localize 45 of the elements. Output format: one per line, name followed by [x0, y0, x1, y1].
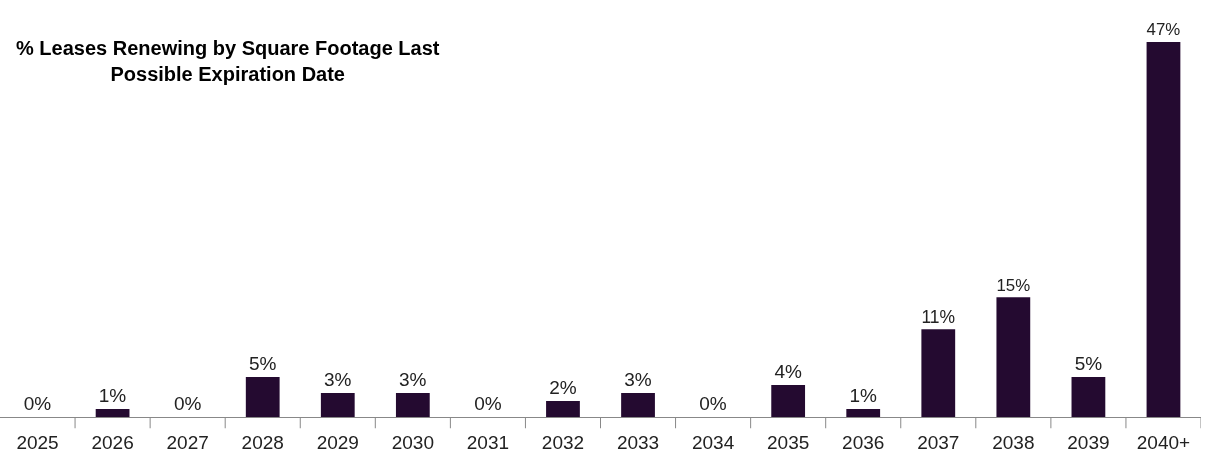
data-label: 0% — [699, 393, 727, 414]
x-tick-label: 2036 — [842, 431, 885, 453]
data-label: 4% — [774, 361, 802, 383]
bar — [921, 329, 956, 417]
chart-title: % Leases Renewing by Square Footage Last Possible Expiration Date — [16, 37, 440, 85]
x-tick-label: 2038 — [992, 431, 1035, 453]
bar — [621, 393, 655, 417]
x-tick-label: 2035 — [767, 431, 810, 453]
bar — [320, 393, 355, 417]
x-tick-label: 2031 — [466, 431, 510, 453]
x-tick-label: 2026 — [91, 431, 134, 453]
bar — [771, 385, 806, 417]
data-label: 3% — [624, 369, 652, 391]
bar — [95, 409, 130, 417]
bar — [395, 393, 430, 417]
x-tick-label: 2040+ — [1136, 431, 1191, 453]
bar — [245, 377, 280, 417]
data-label: 5% — [248, 353, 277, 375]
data-label: 5% — [1074, 353, 1103, 375]
data-label: 2% — [549, 377, 577, 399]
x-tick-label: 2030 — [391, 431, 434, 453]
data-label: 0% — [173, 393, 202, 414]
data-label: 0% — [23, 393, 52, 414]
x-tick-label: 2029 — [316, 431, 359, 453]
bar — [1071, 377, 1106, 417]
x-tick-label: 2025 — [16, 431, 59, 453]
data-label: 3% — [324, 369, 352, 391]
bar — [546, 401, 580, 417]
bar — [1146, 42, 1181, 417]
data-label: 11% — [921, 306, 956, 327]
x-tick-label: 2034 — [691, 431, 735, 453]
data-label: 15% — [996, 275, 1031, 295]
x-tick-label: 2037 — [917, 431, 960, 453]
x-tick-label: 2028 — [241, 431, 284, 453]
x-tick-label: 2032 — [541, 431, 585, 453]
data-label: 3% — [399, 369, 427, 391]
x-tick-label: 2039 — [1067, 431, 1110, 453]
bar — [996, 297, 1031, 417]
data-label: 1% — [98, 385, 127, 407]
x-tick-label: 2033 — [616, 431, 660, 453]
data-label: 47% — [1146, 20, 1181, 40]
x-tick-label: 2027 — [166, 431, 209, 453]
data-label: 1% — [849, 385, 877, 407]
data-label: 0% — [474, 393, 502, 414]
bar — [846, 409, 881, 417]
